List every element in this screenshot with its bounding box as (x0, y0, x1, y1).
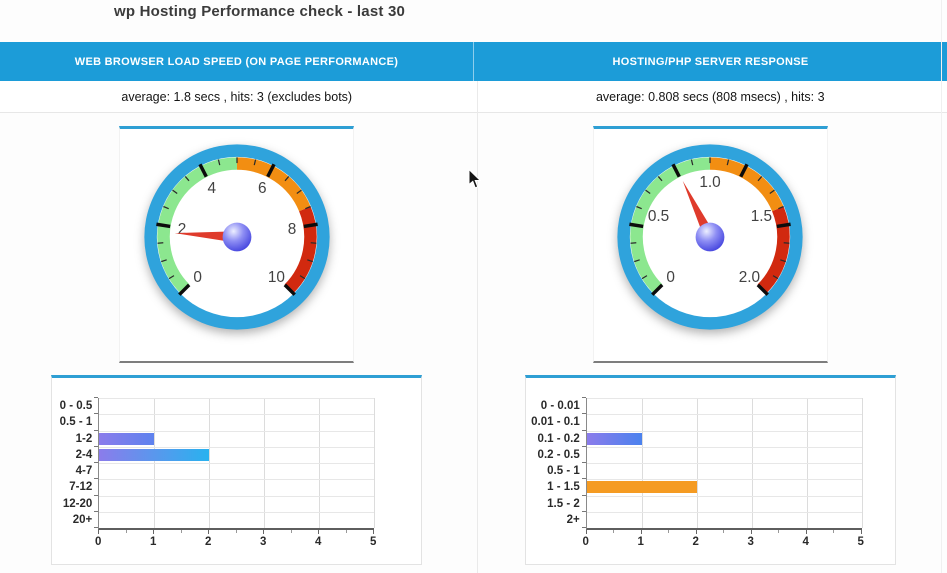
y-axis-label: 7-12 (69, 481, 93, 494)
svg-text:2.0: 2.0 (739, 269, 760, 286)
y-axis-label: 1.5 - 2 (547, 497, 580, 510)
svg-text:4: 4 (207, 180, 216, 197)
x-axis-label: 1 (637, 536, 644, 548)
x-axis-label: 2 (205, 536, 212, 548)
x-axis-label: 5 (857, 536, 864, 548)
y-axis-label: 0.01 - 0.1 (531, 416, 580, 429)
x-axis-label: 3 (747, 536, 754, 548)
svg-text:8: 8 (287, 221, 296, 238)
server-response-gauge-card: 0 0.5 1.0 1.5 2.0 (592, 126, 828, 363)
gauge-left-needle (174, 231, 238, 243)
gauge-left-hub (222, 222, 252, 252)
y-axis-label: 20+ (72, 513, 93, 526)
histogram-bar (99, 448, 210, 461)
gauge-left-dial: 0 2 4 6 8 10 (144, 144, 330, 330)
y-axis-label: 0.5 - 1 (59, 416, 93, 429)
x-axis-label: 4 (315, 536, 322, 548)
y-axis-label: 0.2 - 0.5 (537, 448, 580, 461)
x-axis-label: 2 (692, 536, 699, 548)
x-axis-label: 0 (582, 536, 589, 548)
server-response-histogram: 0 - 0.01 0.01 - 0.1 0.1 - 0.2 0.2 - 0.5 0.5 … (526, 397, 895, 552)
gauge-right-dial: 0 0.5 1.0 1.5 2.0 (617, 144, 803, 330)
x-axis-label: 1 (150, 536, 157, 548)
server-response-summary: average: 0.808 secs (808 msecs) , hits: … (595, 89, 825, 104)
gauge-right-hub (695, 222, 725, 252)
svg-text:10: 10 (268, 269, 285, 286)
svg-text:0: 0 (667, 269, 676, 286)
x-axis-label: 4 (802, 536, 809, 548)
y-axis-label: 1 - 1.5 (547, 481, 580, 494)
panel-header-load-speed: WEB BROWSER LOAD SPEED (ON PAGE PERFORMA… (74, 55, 399, 68)
y-axis-label: 2-4 (75, 448, 93, 461)
subtitle-row: average: 1.8 secs , hits: 3 (excludes bo… (0, 81, 947, 113)
histogram-bar (586, 481, 697, 494)
content-area: 0 2 4 6 8 10 0 - 0.5 0.5 - 1 1-2 2-4 4-7 7-12 12-20… (0, 113, 947, 573)
y-axis-label: 0 - 0.01 (540, 400, 580, 412)
y-axis-label: 0 - 0.5 (59, 400, 93, 412)
x-axis-label: 5 (370, 536, 377, 548)
y-axis-label: 0.5 - 1 (547, 465, 580, 477)
y-axis-label: 12-20 (62, 497, 93, 510)
panel-load-speed: 0 2 4 6 8 10 0 - 0.5 0.5 - 1 1-2 2-4 4-7 7-12 12-20… (0, 113, 474, 573)
load-speed-histogram: 0 - 0.5 0.5 - 1 1-2 2-4 4-7 7-12 12-20 20+ 0 1 2 3 4… (52, 397, 421, 552)
svg-text:0: 0 (193, 269, 202, 286)
plot-area (94, 397, 376, 530)
load-speed-histogram-card: 0 - 0.5 0.5 - 1 1-2 2-4 4-7 7-12 12-20 20+ 0 1 2 3 4… (51, 375, 423, 565)
x-axis-label: 0 (95, 536, 102, 548)
panel-server-response: 0 0.5 1.0 1.5 2.0 0 - 0.01 0.01 - 0.1 0.1 - 0.… (474, 113, 947, 573)
svg-text:1.0: 1.0 (700, 174, 721, 191)
y-axis-label: 2+ (566, 513, 580, 526)
plot-area (581, 397, 863, 530)
histogram-bar (586, 432, 642, 445)
svg-text:6: 6 (258, 180, 267, 197)
svg-text:2: 2 (177, 221, 186, 238)
svg-text:0.5: 0.5 (648, 208, 669, 225)
load-speed-summary: average: 1.8 secs , hits: 3 (excludes bo… (121, 89, 353, 104)
server-response-histogram-card: 0 - 0.01 0.01 - 0.1 0.1 - 0.2 0.2 - 0.5 0.5 … (524, 375, 896, 565)
arrow-pointer-icon (468, 169, 482, 189)
y-axis-label: 0.1 - 0.2 (537, 432, 580, 445)
right-edge-line (941, 0, 942, 573)
panel-header-server-response: HOSTING/PHP SERVER RESPONSE (473, 42, 947, 81)
svg-text:1.5: 1.5 (751, 208, 772, 225)
y-axis-label: 1-2 (75, 432, 93, 445)
y-axis-label: 4-7 (75, 465, 93, 477)
x-axis-label: 3 (260, 536, 267, 548)
server-response-gauge: 0 0.5 1.0 1.5 2.0 (614, 129, 806, 338)
histogram-bar (99, 432, 155, 445)
load-speed-gauge-card: 0 2 4 6 8 10 (119, 126, 355, 363)
header-band: WEB BROWSER LOAD SPEED (ON PAGE PERFORMA… (0, 42, 947, 81)
panel-divider (477, 81, 478, 573)
load-speed-gauge: 0 2 4 6 8 10 (141, 129, 333, 338)
page-title: wp Hosting Performance check - last 30 (114, 3, 406, 20)
